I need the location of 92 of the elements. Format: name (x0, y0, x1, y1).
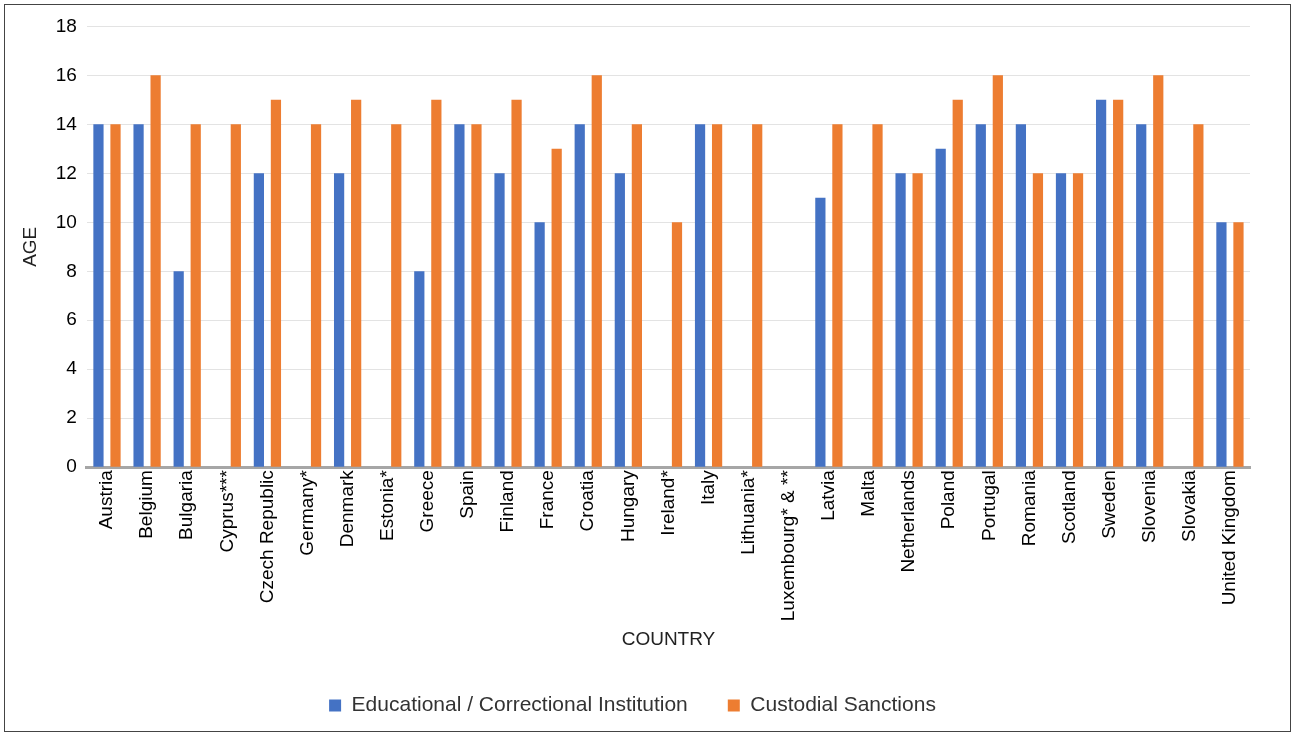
y-tick-label: 2 (66, 406, 77, 428)
y-tick-label: 18 (55, 14, 77, 36)
bar (832, 124, 843, 467)
x-tick-label: Belgium (135, 470, 157, 539)
y-tick-label: 16 (55, 63, 77, 85)
y-tick-label: 12 (55, 161, 77, 183)
bar (1153, 75, 1164, 467)
x-axis-title: COUNTRY (621, 627, 716, 649)
bar (1216, 222, 1227, 467)
bar (310, 124, 322, 467)
x-tick-label: Estonia* (375, 469, 397, 541)
bar (270, 99, 282, 467)
bar (614, 173, 625, 467)
bar (872, 124, 883, 467)
bar (150, 75, 161, 467)
x-tick-label: Hungary (616, 469, 638, 542)
x-tick-label: Bulgaria (175, 469, 197, 540)
bar (992, 75, 1003, 467)
bar (1015, 124, 1027, 467)
bar (133, 124, 144, 467)
bar (351, 99, 362, 467)
bar (494, 173, 505, 467)
bar (253, 173, 264, 467)
y-tick-label: 10 (55, 210, 77, 232)
bar (230, 124, 241, 467)
bar (952, 99, 963, 467)
x-tick-label: Denmark (335, 469, 357, 548)
bar (1136, 124, 1147, 467)
x-tick-label: Austria (95, 469, 117, 530)
x-tick-label: Scotland (1057, 470, 1079, 545)
x-tick-label: Cyprus*** (215, 469, 237, 553)
x-tick-label: Czech Republic (255, 470, 277, 604)
bar (93, 124, 104, 467)
x-tick-label: Netherlands (897, 470, 919, 573)
x-tick-label: France (536, 470, 558, 530)
x-tick-label: Portugal (977, 470, 999, 541)
bar (711, 124, 723, 467)
bar (895, 173, 906, 467)
bar (414, 271, 425, 467)
bar (975, 124, 986, 467)
bar (694, 124, 706, 467)
bar (391, 124, 402, 467)
y-tick-label: 4 (66, 357, 78, 379)
x-tick-label: Finland (496, 470, 518, 533)
bar (173, 271, 184, 467)
x-tick-label: United Kingdom (1218, 470, 1240, 606)
bar (1055, 173, 1067, 467)
bar (815, 197, 826, 467)
y-axis-title: AGE (18, 226, 40, 267)
x-tick-label: Croatia (576, 469, 598, 532)
x-tick-label: Romania (1017, 469, 1039, 547)
y-tick-label: 6 (66, 308, 77, 330)
x-tick-label: Poland (937, 470, 959, 530)
x-tick-label: Malta (857, 469, 879, 517)
bar (935, 148, 946, 467)
legend-label: Educational / Correctional Institution (351, 692, 688, 716)
bar (671, 222, 683, 467)
bar (1095, 99, 1107, 467)
bar (591, 75, 602, 467)
bar (1193, 124, 1204, 467)
bar (1113, 99, 1124, 467)
bar (471, 124, 482, 467)
bar (631, 124, 642, 467)
bar (333, 173, 345, 467)
bar (752, 124, 763, 467)
bar (110, 124, 121, 467)
bar (454, 124, 465, 467)
x-tick-label: Slovenia (1137, 469, 1159, 544)
x-tick-label: Sweden (1097, 470, 1119, 539)
bar (551, 148, 562, 467)
bar (574, 124, 585, 467)
y-tick-label: 14 (55, 112, 78, 134)
bar (1072, 173, 1084, 467)
bar (431, 99, 442, 467)
x-tick-label: Germany* (295, 469, 317, 556)
x-tick-label: Luxembourg* & ** (777, 469, 799, 622)
legend-label: Custodial Sanctions (750, 692, 936, 716)
bar (912, 173, 923, 467)
x-tick-label: Spain (456, 470, 478, 519)
x-tick-label: Slovakia (1178, 469, 1200, 542)
x-tick-label: Latvia (817, 469, 839, 521)
bar (190, 124, 201, 467)
y-tick-label: 8 (66, 259, 77, 281)
y-tick-label: 0 (66, 455, 77, 477)
bar (511, 99, 522, 467)
x-tick-label: Greece (416, 470, 438, 533)
bar (1233, 222, 1244, 467)
bar (534, 222, 545, 467)
x-tick-label: Lithuania* (736, 469, 758, 555)
x-tick-label: Ireland* (656, 469, 678, 536)
bar (1032, 173, 1044, 467)
x-tick-label: Italy (696, 469, 718, 506)
